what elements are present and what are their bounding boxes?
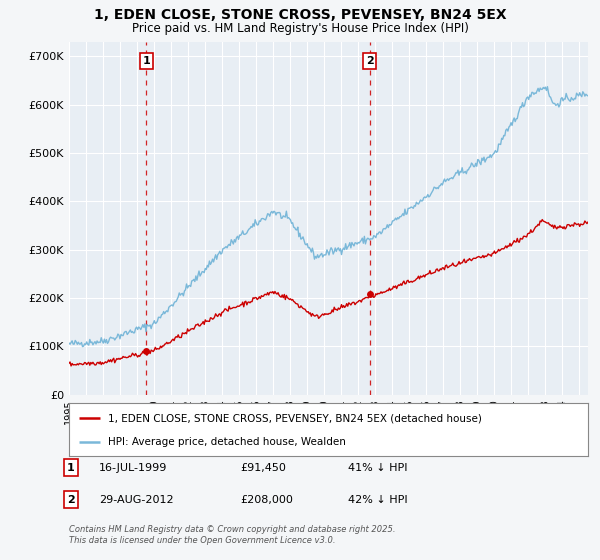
- Text: £91,450: £91,450: [240, 463, 286, 473]
- Text: 2: 2: [365, 56, 373, 66]
- Text: 1, EDEN CLOSE, STONE CROSS, PEVENSEY, BN24 5EX (detached house): 1, EDEN CLOSE, STONE CROSS, PEVENSEY, BN…: [108, 413, 482, 423]
- Text: 1: 1: [142, 56, 150, 66]
- Text: 1, EDEN CLOSE, STONE CROSS, PEVENSEY, BN24 5EX: 1, EDEN CLOSE, STONE CROSS, PEVENSEY, BN…: [94, 8, 506, 22]
- Text: HPI: Average price, detached house, Wealden: HPI: Average price, detached house, Weal…: [108, 436, 346, 446]
- Text: Price paid vs. HM Land Registry's House Price Index (HPI): Price paid vs. HM Land Registry's House …: [131, 22, 469, 35]
- Text: 2: 2: [67, 494, 74, 505]
- Text: £208,000: £208,000: [240, 494, 293, 505]
- Text: 29-AUG-2012: 29-AUG-2012: [99, 494, 173, 505]
- Text: 41% ↓ HPI: 41% ↓ HPI: [348, 463, 407, 473]
- Text: 1: 1: [67, 463, 74, 473]
- Text: 16-JUL-1999: 16-JUL-1999: [99, 463, 167, 473]
- Text: Contains HM Land Registry data © Crown copyright and database right 2025.
This d: Contains HM Land Registry data © Crown c…: [69, 525, 395, 545]
- Text: 42% ↓ HPI: 42% ↓ HPI: [348, 494, 407, 505]
